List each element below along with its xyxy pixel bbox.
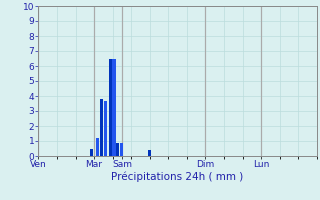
Bar (116, 142, 119, 156)
Bar (108, 58, 112, 156)
Bar (96, 138, 100, 156)
X-axis label: Précipitations 24h ( mm ): Précipitations 24h ( mm ) (111, 172, 244, 182)
Bar (100, 99, 103, 156)
Bar (90, 148, 93, 156)
Bar (104, 100, 107, 156)
Bar (112, 58, 116, 156)
Bar (120, 142, 123, 156)
Bar (148, 150, 151, 156)
